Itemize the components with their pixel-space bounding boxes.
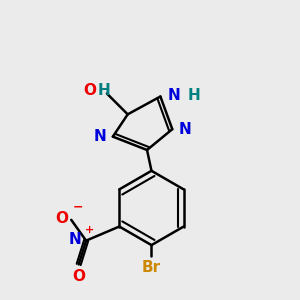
Text: H: H — [187, 88, 200, 103]
Text: O: O — [55, 211, 68, 226]
Text: −: − — [73, 201, 83, 214]
Text: N: N — [69, 232, 82, 247]
Text: N: N — [94, 129, 106, 144]
Text: O: O — [72, 269, 85, 284]
Text: Br: Br — [142, 260, 161, 275]
Text: H: H — [98, 83, 111, 98]
Text: N: N — [179, 122, 192, 137]
Text: N: N — [168, 88, 181, 103]
Text: +: + — [85, 225, 94, 235]
Text: O: O — [83, 83, 97, 98]
